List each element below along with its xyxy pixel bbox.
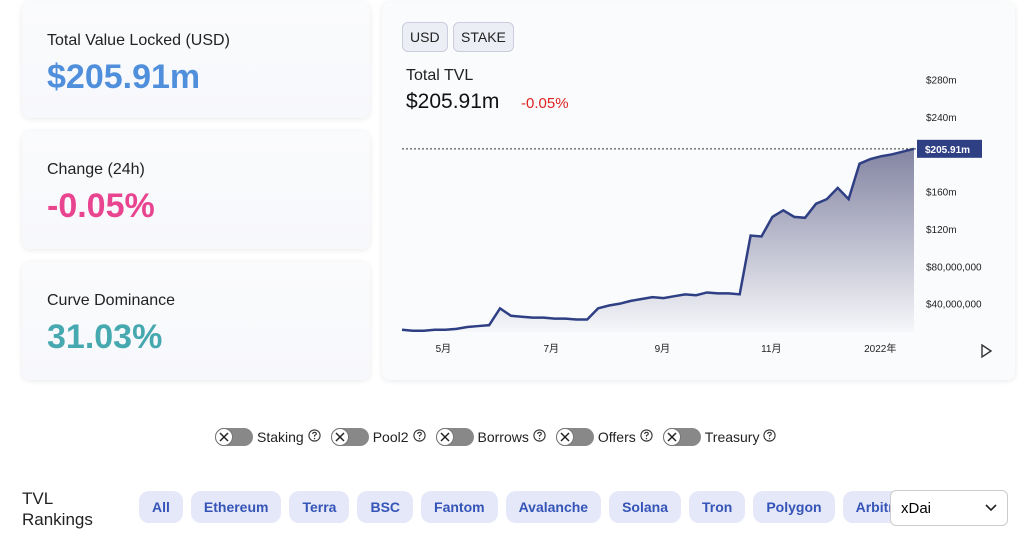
toggle-label: Pool2 — [372, 429, 409, 445]
y-tick-label: $240m — [926, 113, 957, 124]
stat-label: Total Value Locked (USD) — [47, 32, 230, 49]
toggle: Offers — [555, 428, 653, 446]
y-tick-label: $160m — [926, 188, 957, 199]
chart-value: $205.91m — [406, 90, 499, 113]
help-icon — [533, 429, 546, 442]
help-icon — [308, 429, 321, 442]
toggle: Pool2 — [330, 428, 426, 446]
x-icon — [560, 432, 570, 442]
chart: Total TVL $205.91m -0.05% $40,000,000 $80… — [401, 67, 993, 359]
chain-chip[interactable]: Tron — [689, 491, 746, 523]
chain-chip[interactable]: Fantom — [421, 491, 498, 523]
toggle-label: Treasury — [704, 429, 760, 445]
stat-card: Total Value Locked (USD) $205.91m — [22, 2, 370, 118]
toggle-label: Staking — [257, 429, 304, 445]
stat-label: Curve Dominance — [47, 292, 176, 309]
chain-chips: All Ethereum Terra BSC Fantom Avalanche Solana… — [139, 491, 928, 523]
stat-card: Curve Dominance 31.03% — [22, 262, 370, 380]
help-icon — [412, 429, 426, 442]
chain-chip[interactable]: Polygon — [753, 491, 835, 523]
x-tick-label: 5月 — [436, 343, 452, 355]
tvl-line — [401, 147, 915, 332]
switch[interactable] — [662, 428, 701, 446]
chain-chip[interactable]: Avalanche — [505, 491, 602, 523]
stat-value: $205.91m — [47, 58, 201, 96]
toggle-label: Borrows — [477, 429, 529, 445]
x-icon — [335, 432, 345, 442]
x-tick-label: 9月 — [655, 343, 671, 355]
help[interactable] — [308, 429, 321, 445]
x-icon — [667, 432, 677, 442]
current-label: $205.91m — [925, 145, 970, 156]
x-tick-label: 2022年 — [864, 342, 896, 355]
current-badge — [917, 139, 982, 158]
chevron — [985, 504, 997, 512]
switch[interactable] — [215, 428, 253, 446]
stat-label: Change (24h) — [47, 161, 145, 178]
x-icon — [439, 432, 450, 442]
help[interactable] — [640, 429, 653, 445]
y-tick-label: $80,000,000 — [926, 262, 982, 273]
help-icon — [763, 429, 777, 442]
currency-button[interactable]: USD — [402, 22, 448, 52]
x-icon — [219, 432, 229, 442]
chart-change: -0.05% — [521, 95, 569, 112]
select-value: xDai — [901, 500, 932, 517]
toggle-row: Staking Pool2 Borrows Offers Treasury — [215, 428, 777, 446]
chain-select[interactable]: xDai — [890, 490, 1008, 526]
chain-chip[interactable]: Solana — [609, 491, 681, 523]
toggle: Treasury — [662, 428, 777, 446]
help[interactable] — [412, 429, 426, 445]
play-button[interactable] — [981, 343, 993, 359]
y-tick-label: $280m — [926, 76, 957, 87]
help-icon — [640, 429, 653, 442]
switch[interactable] — [435, 428, 474, 446]
stat-value: 31.03% — [47, 318, 163, 356]
x-tick-label: 11月 — [761, 343, 781, 355]
toggle: Staking — [215, 428, 321, 446]
chain-chip[interactable]: Terra — [289, 491, 350, 523]
rankings-title: TVL Rankings — [22, 489, 93, 529]
currency-button[interactable]: STAKE — [453, 22, 514, 52]
chart-title: Total TVL — [406, 67, 473, 84]
help[interactable] — [763, 429, 777, 445]
y-tick-label: $40,000,000 — [926, 300, 982, 311]
toggle-label: Offers — [597, 429, 636, 445]
toggle: Borrows — [435, 428, 546, 446]
chart-panel: USD STAKE Total TVL $205.91m -0.05% $40,… — [382, 2, 1015, 380]
area-fill — [402, 148, 914, 332]
chain-chip[interactable]: Ethereum — [190, 491, 282, 523]
chain-chip[interactable]: All — [139, 491, 183, 523]
stat-card: Change (24h) -0.05% — [22, 131, 370, 249]
chain-chip[interactable]: BSC — [357, 491, 414, 523]
switch[interactable] — [555, 428, 594, 446]
switch[interactable] — [330, 428, 369, 446]
y-tick-label: $120m — [926, 225, 957, 236]
help[interactable] — [533, 429, 546, 445]
stat-value: -0.05% — [47, 187, 155, 225]
x-tick-label: 7月 — [543, 343, 559, 355]
